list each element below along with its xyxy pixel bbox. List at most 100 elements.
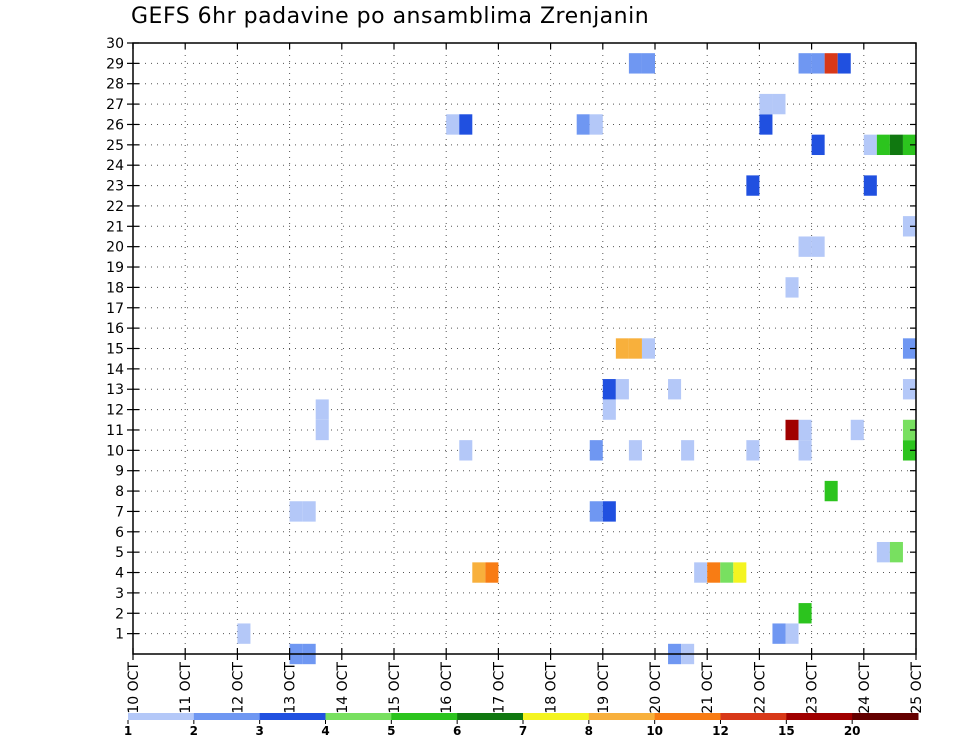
y-tick-label: 5 (115, 545, 124, 561)
colorbar-segment (786, 713, 853, 720)
colorbar-segment (457, 713, 524, 720)
heatmap-cell (772, 623, 786, 644)
colorbar-label: 6 (453, 724, 461, 738)
heatmap-cell (876, 134, 890, 156)
heatmap-cell (902, 134, 916, 156)
heatmap-cell (315, 419, 329, 441)
colorbar-label: 10 (646, 724, 663, 738)
y-tick-label: 15 (106, 342, 124, 358)
colorbar-segment (852, 713, 919, 720)
y-tick-label: 26 (106, 117, 124, 133)
colorbar-label: 5 (387, 724, 395, 738)
colorbar-segment (259, 713, 326, 720)
y-tick-label: 23 (106, 179, 124, 195)
cells (237, 53, 916, 665)
y-tick-label: 14 (106, 362, 124, 378)
heatmap-cell (237, 623, 251, 644)
heatmap-cell (589, 440, 603, 461)
plot-frame (132, 42, 917, 655)
heatmap-cell (459, 114, 473, 135)
y-tick-label: 27 (106, 97, 124, 113)
heatmap-cell (746, 440, 760, 461)
y-tick-label: 19 (106, 260, 124, 276)
heatmap-cell (589, 501, 603, 522)
heatmap-cell (863, 134, 877, 156)
y-tick-label: 18 (106, 280, 124, 296)
axes: 1234567891011121314151617181920212223242… (106, 36, 925, 714)
heatmap-cell (589, 114, 603, 135)
heatmap-cell (641, 338, 655, 359)
y-tick-label: 13 (106, 382, 124, 398)
heatmap-cell (628, 53, 642, 74)
x-tick-label: 13 OCT (283, 662, 299, 714)
y-tick-label: 10 (106, 443, 124, 459)
heatmap-cell (446, 114, 460, 135)
heatmap-cell (459, 440, 473, 461)
heatmap-cell (315, 399, 329, 420)
heatmap-cell (902, 440, 916, 461)
x-tick-label: 18 OCT (544, 662, 560, 714)
x-tick-label: 10 OCT (126, 662, 142, 714)
heatmap-cell (824, 53, 838, 74)
heatmap-cell (798, 53, 812, 74)
heatmap-cell (759, 93, 773, 115)
heatmap-cell (824, 480, 838, 502)
heatmap-cell (628, 338, 642, 359)
heatmap-cell (902, 419, 916, 441)
y-tick-label: 21 (106, 219, 124, 235)
colorbar-segment (720, 713, 787, 720)
x-tick-label: 25 OCT (909, 662, 925, 714)
y-tick-label: 6 (115, 525, 124, 541)
y-tick-label: 2 (115, 606, 124, 622)
x-tick-label: 14 OCT (335, 662, 351, 714)
colorbar-segment (193, 713, 261, 720)
heatmap-cell (289, 501, 303, 522)
y-tick-label: 22 (106, 199, 124, 215)
x-tick-label: 19 OCT (596, 662, 612, 714)
y-tick-label: 29 (106, 56, 124, 72)
heatmap-cell (628, 440, 642, 461)
heatmap-cell (472, 562, 486, 583)
heatmap-cell (302, 501, 316, 522)
heatmap-cell (902, 379, 916, 400)
heatmap-cell (811, 134, 825, 156)
y-tick-label: 4 (115, 566, 124, 582)
heatmap-cell (811, 236, 825, 257)
colorbar-label: 8 (585, 724, 593, 738)
heatmap-cell (837, 53, 851, 74)
heatmap-cell (602, 399, 616, 420)
heatmap-cell (602, 379, 616, 400)
colorbar-label: 3 (255, 724, 263, 738)
colorbar-label: 1 (124, 724, 132, 738)
y-tick-label: 7 (115, 504, 124, 520)
heatmap-cell (694, 562, 708, 583)
chart-title: GEFS 6hr padavine po ansamblima Zrenjani… (131, 4, 650, 29)
colorbar-segment (588, 713, 656, 720)
colorbar-label: 2 (190, 724, 198, 738)
heatmap-cell (863, 175, 877, 196)
x-tick-label: 12 OCT (230, 662, 246, 714)
heatmap-cell (720, 562, 734, 583)
heatmap-cell (485, 562, 499, 583)
y-tick-label: 30 (106, 36, 124, 52)
colorbar-segment (654, 713, 721, 720)
heatmap-cell (785, 419, 799, 441)
y-tick-label: 28 (106, 77, 124, 93)
grid (132, 42, 917, 654)
x-tick-label: 24 OCT (857, 662, 873, 714)
y-tick-label: 9 (115, 464, 124, 480)
y-tick-label: 17 (106, 301, 124, 317)
x-tick-label: 15 OCT (387, 662, 403, 714)
heatmap-cell (876, 541, 890, 563)
heatmap-cell (615, 338, 629, 359)
colorbar-label: 12 (712, 724, 729, 738)
colorbar-segment (523, 713, 590, 720)
x-tick-label: 17 OCT (491, 662, 507, 714)
heatmap-cell (798, 236, 812, 257)
heatmap-cell (576, 114, 590, 135)
heatmap-cell (772, 93, 786, 115)
heatmap-cell (785, 623, 799, 644)
heatmap-cell (798, 603, 812, 624)
heatmap-cell (811, 53, 825, 74)
